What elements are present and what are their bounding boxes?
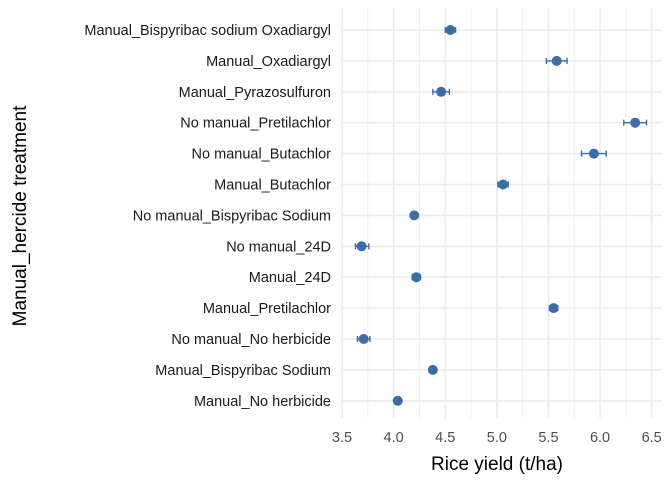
y-tick-label: Manual_Bispyribac Sodium	[155, 363, 331, 379]
y-tick-label: No manual_Bispyribac Sodium	[133, 208, 331, 224]
x-tick-label: 4.5	[435, 430, 455, 446]
grid-major	[341, 8, 662, 418]
data-point	[358, 334, 369, 344]
y-axis-title: Manual_hercide treatment	[10, 105, 31, 326]
data-point	[588, 148, 599, 159]
grid-minor	[367, 8, 627, 418]
data-point	[409, 210, 420, 221]
x-tick-label: 5.5	[538, 430, 558, 446]
y-tick-label: Manual_No herbicide	[194, 394, 331, 410]
data-point	[445, 25, 456, 35]
y-tick-label: Manual_Bispyribac sodium Oxadiargyl	[84, 23, 331, 39]
x-tick-label: 6.5	[642, 430, 662, 446]
data-point	[630, 117, 641, 128]
y-tick-label: Manual_Oxadiargyl	[206, 54, 331, 70]
data-points	[356, 25, 641, 406]
x-tick-label: 4.0	[384, 430, 404, 446]
x-tick-label: 6.0	[590, 430, 610, 446]
data-point	[411, 272, 422, 283]
y-tick-label: No manual_Butachlor	[192, 147, 332, 163]
data-point	[392, 395, 403, 406]
data-point	[436, 86, 447, 97]
y-tick-label: Manual_Pretilachlor	[203, 301, 331, 317]
y-tick-label: Manual_24D	[249, 270, 331, 286]
x-tick-label: 3.5	[332, 430, 352, 446]
x-axis-title: Rice yield (t/ha)	[431, 454, 563, 475]
data-point	[551, 55, 562, 66]
y-tick-label: No manual_No herbicide	[171, 332, 331, 348]
data-point	[427, 364, 438, 375]
y-tick-label: No manual_Pretilachlor	[180, 116, 331, 132]
data-point	[498, 179, 509, 190]
x-tick-labels: 3.5 4.0 4.5 5.0 5.5 6.0 6.5	[332, 430, 662, 446]
y-tick-label: Manual_Butachlor	[214, 178, 331, 194]
y-tick-label: Manual_Pyrazosulfuron	[179, 85, 331, 101]
data-point	[356, 241, 367, 252]
data-point	[548, 303, 559, 314]
x-tick-label: 5.0	[487, 430, 507, 446]
y-tick-label: No manual_24D	[226, 239, 331, 255]
y-tick-labels: Manual_Bispyribac sodium Oxadiargyl Manua…	[84, 23, 331, 410]
